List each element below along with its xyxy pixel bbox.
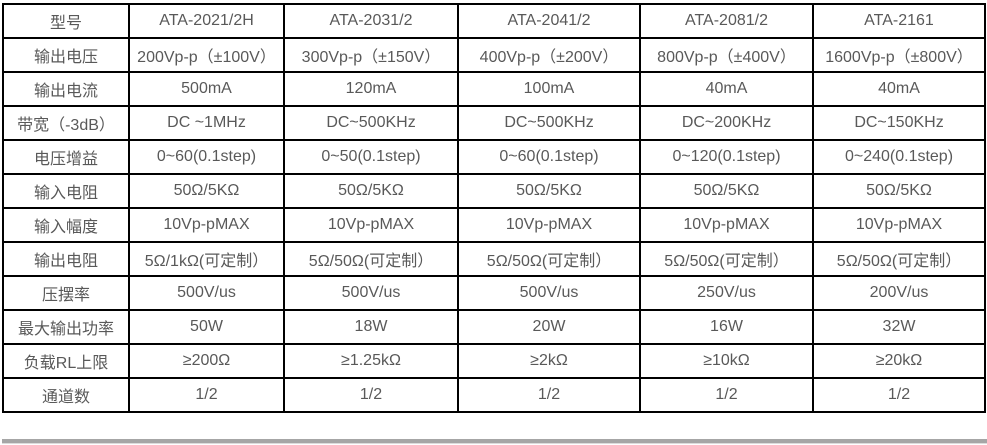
table-row: 输出电流 500mA 120mA 100mA 40mA 40mA <box>2 71 986 107</box>
row-label-cell: 输出电流 <box>2 71 130 107</box>
table-row: 通道数 1/2 1/2 1/2 1/2 1/2 <box>2 377 986 413</box>
spec-value-cell: 1/2 <box>457 377 641 413</box>
table-row: 压摆率 500V/us 500V/us 500V/us 250V/us 200V/us <box>2 275 986 311</box>
spec-value-cell: 5Ω/50Ω(可定制） <box>639 241 814 277</box>
spec-value-cell: 18W <box>283 309 459 345</box>
spec-value-cell: 50Ω/5KΩ <box>639 173 814 209</box>
spec-value-cell: 300Vp-p（±150V） <box>283 37 459 73</box>
spec-value-cell: 500V/us <box>457 275 641 311</box>
spec-value-cell: ≥1.25kΩ <box>283 343 459 379</box>
model-header-cell: ATA-2081/2 <box>639 3 814 39</box>
spec-value-cell: 250V/us <box>639 275 814 311</box>
spec-value-cell: 0~120(0.1step) <box>639 139 814 175</box>
spec-value-cell: 40mA <box>639 71 814 107</box>
spec-value-cell: 0~60(0.1step) <box>128 139 285 175</box>
spec-value-cell: 120mA <box>283 71 459 107</box>
spec-value-cell: 400Vp-p（±200V） <box>457 37 641 73</box>
spec-value-cell: 50Ω/5KΩ <box>283 173 459 209</box>
spec-value-cell: 0~50(0.1step) <box>283 139 459 175</box>
model-header-cell: ATA-2031/2 <box>283 3 459 39</box>
spec-value-cell: ≥10kΩ <box>639 343 814 379</box>
spec-value-cell: 10Vp-pMAX <box>639 207 814 243</box>
row-label-cell: 输出电阻 <box>2 241 130 277</box>
spec-value-cell: 50Ω/5KΩ <box>128 173 285 209</box>
spec-value-cell: 5Ω/1kΩ(可定制） <box>128 241 285 277</box>
row-label-cell: 型号 <box>2 3 130 39</box>
row-label-cell: 输入幅度 <box>2 207 130 243</box>
spec-value-cell: 1/2 <box>128 377 285 413</box>
table-row: 输入幅度 10Vp-pMAX 10Vp-pMAX 10Vp-pMAX 10Vp-pMAX… <box>2 207 986 243</box>
spec-value-cell: 500V/us <box>283 275 459 311</box>
spec-value-cell: 50W <box>128 309 285 345</box>
spec-value-cell: DC~150KHz <box>812 105 986 141</box>
spec-value-cell: DC~200KHz <box>639 105 814 141</box>
spec-value-cell: ≥20kΩ <box>812 343 986 379</box>
spec-value-cell: 5Ω/50Ω(可定制） <box>457 241 641 277</box>
row-label-cell: 压摆率 <box>2 275 130 311</box>
spec-value-cell: 500mA <box>128 71 285 107</box>
spec-value-cell: 10Vp-pMAX <box>283 207 459 243</box>
table-row: 负载RL上限 ≥200Ω ≥1.25kΩ ≥2kΩ ≥10kΩ ≥20kΩ <box>2 343 986 379</box>
spec-value-cell: 500V/us <box>128 275 285 311</box>
spec-value-cell: 10Vp-pMAX <box>812 207 986 243</box>
spec-table: 型号 ATA-2021/2H ATA-2031/2 ATA-2041/2 ATA-208… <box>2 3 986 413</box>
spec-value-cell: 10Vp-pMAX <box>128 207 285 243</box>
spec-value-cell: 800Vp-p（±400V） <box>639 37 814 73</box>
spec-value-cell: DC~500KHz <box>283 105 459 141</box>
table-row: 输出电压 200Vp-p（±100V） 300Vp-p（±150V） 400Vp-p（… <box>2 37 986 73</box>
row-label-cell: 电压增益 <box>2 139 130 175</box>
model-header-cell: ATA-2021/2H <box>128 3 285 39</box>
model-header-cell: ATA-2041/2 <box>457 3 641 39</box>
table-shadow <box>2 439 987 444</box>
spec-value-cell: 10Vp-pMAX <box>457 207 641 243</box>
spec-value-cell: 1/2 <box>283 377 459 413</box>
spec-value-cell: 16W <box>639 309 814 345</box>
header-row: 型号 ATA-2021/2H ATA-2031/2 ATA-2041/2 ATA-208… <box>2 3 986 39</box>
spec-value-cell: 100mA <box>457 71 641 107</box>
spec-value-cell: 1/2 <box>639 377 814 413</box>
spec-value-cell: 0~240(0.1step) <box>812 139 986 175</box>
spec-value-cell: ≥200Ω <box>128 343 285 379</box>
table-row: 带宽（-3dB） DC ~1MHz DC~500KHz DC~500KHz DC~200… <box>2 105 986 141</box>
table-row: 输出电阻 5Ω/1kΩ(可定制） 5Ω/50Ω(可定制） 5Ω/50Ω(可定制） 5Ω/… <box>2 241 986 277</box>
spec-value-cell: 200Vp-p（±100V） <box>128 37 285 73</box>
spec-value-cell: 32W <box>812 309 986 345</box>
spec-value-cell: 5Ω/50Ω(可定制） <box>283 241 459 277</box>
spec-value-cell: 40mA <box>812 71 986 107</box>
spec-value-cell: DC ~1MHz <box>128 105 285 141</box>
table-row: 最大输出功率 50W 18W 20W 16W 32W <box>2 309 986 345</box>
spec-value-cell: DC~500KHz <box>457 105 641 141</box>
spec-value-cell: 1600Vp-p（±800V） <box>812 37 986 73</box>
model-header-cell: ATA-2161 <box>812 3 986 39</box>
spec-value-cell: 5Ω/50Ω(可定制） <box>812 241 986 277</box>
spec-value-cell: 200V/us <box>812 275 986 311</box>
spec-value-cell: ≥2kΩ <box>457 343 641 379</box>
row-label-cell: 输入电阻 <box>2 173 130 209</box>
row-label-cell: 最大输出功率 <box>2 309 130 345</box>
table-row: 输入电阻 50Ω/5KΩ 50Ω/5KΩ 50Ω/5KΩ 50Ω/5KΩ 50Ω/5KΩ <box>2 173 986 209</box>
spec-value-cell: 0~60(0.1step) <box>457 139 641 175</box>
table-row: 电压增益 0~60(0.1step) 0~50(0.1step) 0~60(0.1st… <box>2 139 986 175</box>
row-label-cell: 通道数 <box>2 377 130 413</box>
spec-value-cell: 50Ω/5KΩ <box>457 173 641 209</box>
spec-value-cell: 50Ω/5KΩ <box>812 173 986 209</box>
spec-value-cell: 20W <box>457 309 641 345</box>
row-label-cell: 输出电压 <box>2 37 130 73</box>
spec-value-cell: 1/2 <box>812 377 986 413</box>
row-label-cell: 负载RL上限 <box>2 343 130 379</box>
row-label-cell: 带宽（-3dB） <box>2 105 130 141</box>
